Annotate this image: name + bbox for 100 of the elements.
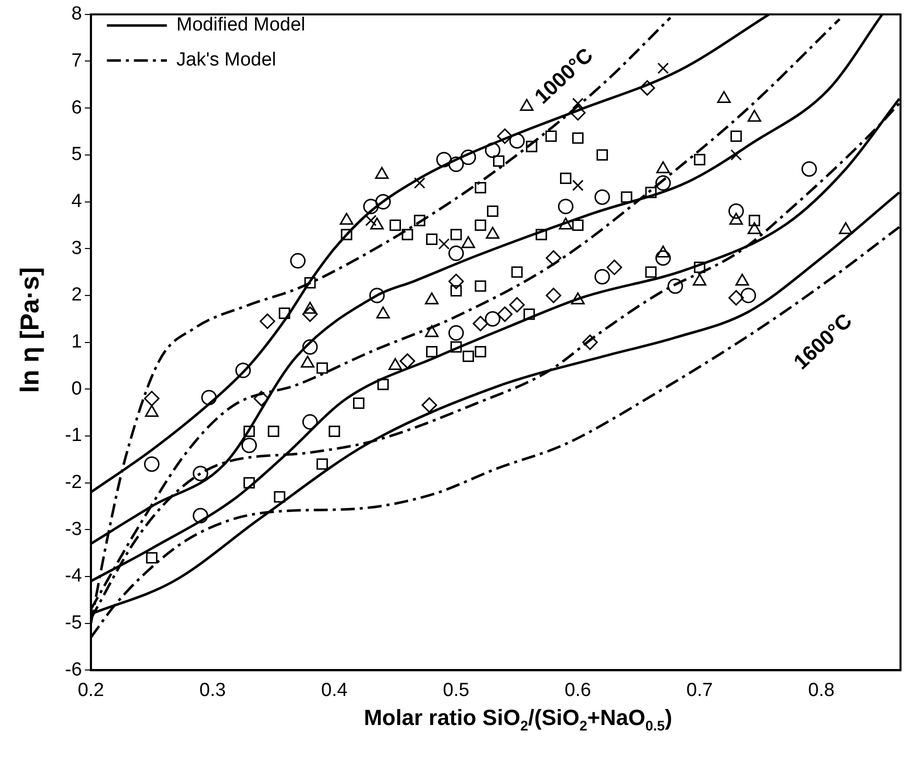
point <box>526 140 538 152</box>
point <box>302 414 318 430</box>
y-tick-label: 1 <box>71 332 82 353</box>
point <box>523 308 535 320</box>
point <box>448 325 464 341</box>
point <box>497 306 513 322</box>
point <box>422 397 438 413</box>
point <box>801 161 817 177</box>
point <box>668 278 684 294</box>
point <box>620 191 632 203</box>
point <box>740 288 756 304</box>
point <box>596 149 608 161</box>
point <box>363 198 379 214</box>
point <box>657 62 669 74</box>
y-tick-label: -6 <box>64 659 82 680</box>
point <box>594 189 610 205</box>
point <box>546 288 562 304</box>
point <box>572 219 584 231</box>
point <box>462 350 474 362</box>
point <box>493 155 504 167</box>
point <box>497 128 513 144</box>
y-tick-label: -5 <box>64 612 82 634</box>
x-tick-label: 0.7 <box>686 680 713 701</box>
point <box>730 130 742 142</box>
point <box>645 186 657 198</box>
point <box>375 194 391 210</box>
x-tick-label: 0.2 <box>78 680 104 701</box>
point <box>582 334 598 350</box>
point <box>448 274 464 290</box>
point <box>474 219 486 231</box>
point <box>655 250 671 266</box>
point <box>377 378 389 390</box>
y-tick-label: 8 <box>71 4 82 25</box>
point <box>144 456 160 472</box>
point <box>290 253 306 269</box>
point <box>536 228 548 240</box>
y-tick-label: 7 <box>71 50 82 72</box>
point <box>450 285 462 296</box>
point <box>353 397 364 409</box>
point <box>558 198 574 214</box>
y-tick-label: 4 <box>71 191 82 212</box>
point <box>694 154 706 166</box>
point <box>316 458 328 470</box>
point <box>146 552 158 564</box>
point <box>426 234 438 245</box>
point <box>243 426 255 437</box>
x-tick-label: 0.4 <box>321 680 348 701</box>
point <box>511 266 523 278</box>
point <box>594 268 610 284</box>
point <box>274 491 286 503</box>
point <box>201 390 217 406</box>
point <box>426 346 438 358</box>
x-axis-title: Molar ratio SiO$_{2}$/(SiO$_{2}$+NaO$_{0.5}$) <box>362 705 674 734</box>
point <box>414 214 426 226</box>
point <box>484 142 500 158</box>
point <box>369 288 385 304</box>
point <box>570 105 586 121</box>
point <box>545 130 557 142</box>
point <box>365 214 377 226</box>
point <box>474 280 486 292</box>
point <box>328 426 340 437</box>
point <box>192 508 208 524</box>
point <box>560 172 572 184</box>
y-tick-label: -3 <box>64 518 82 540</box>
point <box>748 214 760 226</box>
y-tick-label: 2 <box>71 284 82 306</box>
point <box>728 290 744 306</box>
point <box>436 152 452 168</box>
point <box>655 175 671 191</box>
point <box>509 297 525 313</box>
point <box>448 156 464 172</box>
point <box>302 306 318 322</box>
x-tick-label: 0.6 <box>564 680 592 701</box>
legend-label: Jak's Model <box>176 50 276 71</box>
y-tick-label: 6 <box>71 97 82 118</box>
y-tick-label: 0 <box>71 378 82 400</box>
point <box>606 260 622 276</box>
y-tick-label: 3 <box>71 238 82 259</box>
point <box>268 426 280 437</box>
point <box>304 277 316 289</box>
point <box>235 362 251 378</box>
point <box>484 311 500 327</box>
point <box>192 466 208 482</box>
legend-label: Modified Model <box>176 14 306 36</box>
point <box>472 316 488 332</box>
point <box>572 132 584 144</box>
point <box>572 180 584 192</box>
y-tick-label: -1 <box>64 425 82 446</box>
point <box>450 341 462 353</box>
point <box>460 150 476 166</box>
point <box>340 228 352 240</box>
point <box>302 339 318 355</box>
point <box>474 346 486 358</box>
point <box>546 250 562 266</box>
point <box>486 205 498 217</box>
point <box>414 177 426 189</box>
y-tick-label: -4 <box>64 566 82 587</box>
y-tick-label: 5 <box>71 144 82 166</box>
y-tick-label: -2 <box>64 472 82 494</box>
point <box>241 438 257 454</box>
